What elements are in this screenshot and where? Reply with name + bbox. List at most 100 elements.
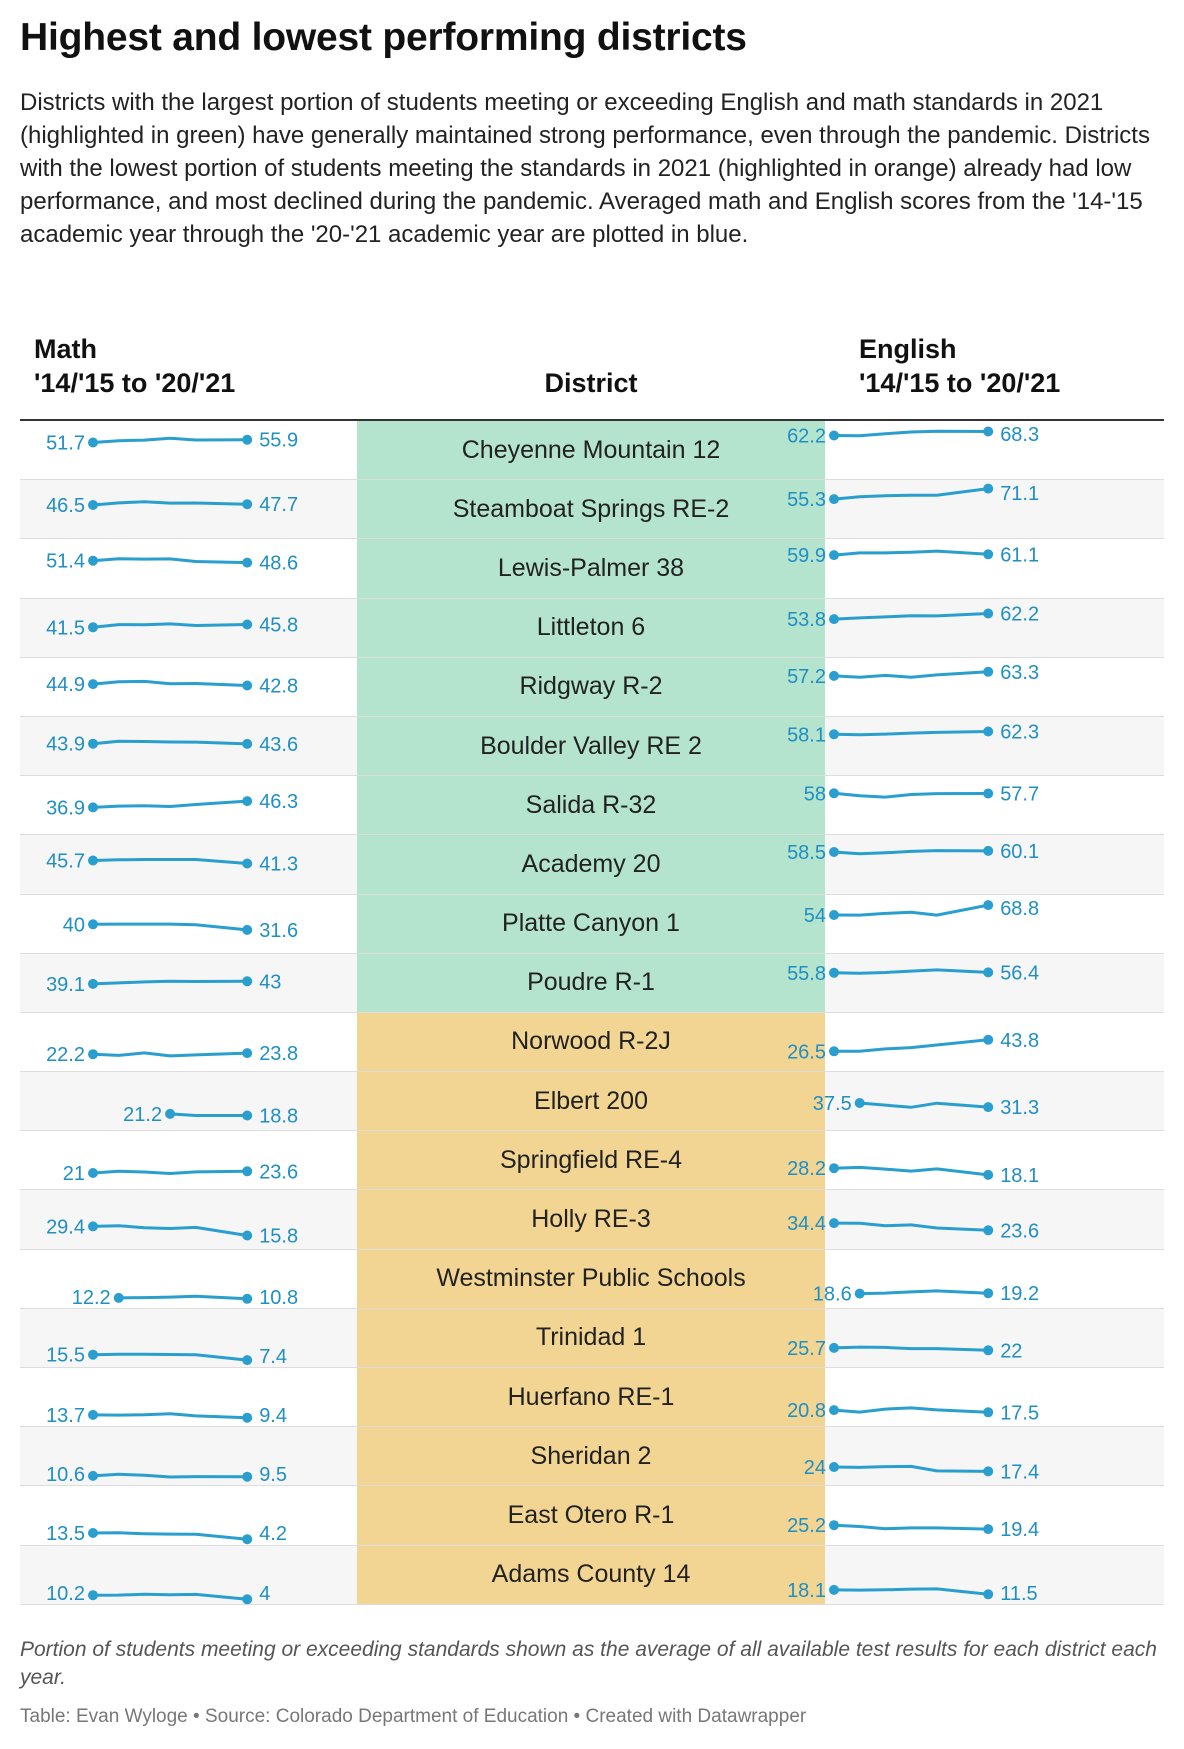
- english-trend-line: [832, 1345, 990, 1352]
- english-end-point: [983, 726, 994, 737]
- math-trend-line: [91, 557, 249, 565]
- english-sparkline: 54 68.8: [804, 898, 1039, 927]
- math-end-label: 4: [259, 1583, 270, 1605]
- math-end-label: 4.2: [259, 1523, 287, 1545]
- english-end-point: [983, 899, 994, 910]
- english-end-label: 43.8: [1000, 1030, 1039, 1052]
- english-end-point: [983, 608, 994, 619]
- english-sparkline: 59.9 61.1: [787, 545, 1039, 568]
- english-end-label: 63.3: [1000, 662, 1039, 684]
- english-start-point: [829, 1218, 839, 1229]
- table-row: 36.9 46.3 Salida R-32 58 57.7: [20, 776, 1164, 836]
- math-sparkline: 22.2 23.8: [46, 1043, 298, 1066]
- math-sparkline: 21 23.6: [63, 1162, 298, 1186]
- english-end-point: [983, 1407, 994, 1418]
- district-name: Academy 20: [357, 835, 825, 894]
- math-end-point: [242, 796, 253, 807]
- math-start-label: 36.9: [46, 798, 85, 820]
- english-sparkline: 37.5 31.3: [813, 1093, 1039, 1119]
- table-row: 22.2 23.8 Norwood R-2J 26.5 43.8: [20, 1012, 1164, 1073]
- english-start-label: 20.8: [787, 1400, 826, 1422]
- english-end-label: 23.6: [1000, 1221, 1039, 1243]
- math-end-point: [242, 858, 253, 869]
- english-trend-line: [858, 1101, 990, 1109]
- math-end-label: 48.6: [259, 553, 298, 575]
- english-end-point: [983, 1102, 994, 1113]
- english-trend-line: [832, 611, 990, 621]
- math-start-label: 43.9: [46, 734, 85, 756]
- chart-description: Districts with the largest portion of st…: [20, 89, 1150, 248]
- math-start-label: 40: [63, 914, 85, 936]
- english-start-point: [829, 1342, 839, 1353]
- math-start-point: [165, 1108, 176, 1119]
- english-start-label: 37.5: [813, 1093, 852, 1115]
- math-end-label: 9.5: [259, 1464, 287, 1486]
- math-trend-line: [91, 979, 249, 986]
- math-end-point: [242, 1593, 253, 1604]
- math-start-label: 10.2: [46, 1583, 85, 1605]
- english-start-label: 24: [804, 1457, 826, 1479]
- english-trend-line: [832, 549, 990, 557]
- table-row: 13.7 9.4 Huerfano RE-1 20.8 17.5: [20, 1368, 1164, 1428]
- english-end-label: 19.4: [1000, 1519, 1039, 1541]
- math-sparkline: 41.5 45.8: [46, 614, 298, 639]
- math-trend-line: [91, 739, 249, 746]
- english-start-point: [829, 1462, 839, 1473]
- math-end-label: 42.8: [259, 675, 298, 697]
- english-end-point: [983, 1588, 994, 1599]
- english-start-point: [829, 847, 839, 858]
- math-sparkline: 10.6 9.5: [46, 1464, 287, 1486]
- math-sparkline: 10.2 4: [46, 1583, 270, 1605]
- math-end-label: 18.8: [259, 1106, 298, 1128]
- math-start-label: 13.5: [46, 1523, 85, 1545]
- math-end-point: [242, 1354, 253, 1365]
- english-start-point: [829, 1405, 839, 1416]
- math-end-point: [242, 557, 253, 568]
- district-name: Salida R-32: [357, 776, 825, 835]
- english-start-point: [829, 967, 839, 978]
- math-start-point: [88, 1528, 98, 1539]
- table-row: 21.2 18.8 Elbert 200 37.5 31.3: [20, 1072, 1164, 1132]
- english-start-point: [829, 1584, 839, 1595]
- math-start-label: 13.7: [46, 1405, 85, 1427]
- math-end-point: [242, 1293, 253, 1304]
- english-sparkline: 24 17.4: [804, 1457, 1039, 1483]
- math-end-label: 46.3: [259, 791, 298, 813]
- math-sparkline: 36.9 46.3: [46, 791, 298, 820]
- math-trend-line: [91, 1412, 249, 1420]
- math-end-point: [242, 1534, 253, 1545]
- english-end-point: [983, 1034, 994, 1045]
- math-sparkline: 13.7 9.4: [46, 1405, 287, 1427]
- math-sparkline: 51.4 48.6: [46, 551, 298, 575]
- english-start-label: 18.6: [813, 1283, 852, 1305]
- table-row: 40 31.6 Platte Canyon 1 54 68.8: [20, 894, 1164, 954]
- math-start-label: 22.2: [46, 1044, 85, 1066]
- english-end-label: 68.3: [1000, 424, 1039, 446]
- english-sparkline: 53.8 62.2: [787, 603, 1039, 631]
- english-start-label: 54: [804, 905, 826, 927]
- english-sparkline: 62.2 68.3: [787, 424, 1039, 448]
- english-start-point: [829, 1520, 839, 1531]
- math-end-label: 47.7: [259, 494, 298, 516]
- table-row: 12.2 10.8 Westminster Public Schools 18.6 19…: [20, 1249, 1164, 1309]
- english-start-label: 59.9: [787, 545, 826, 567]
- table-row: 43.9 43.6 Boulder Valley RE 2 58.1 62.3: [20, 716, 1164, 777]
- english-trend-line: [832, 1465, 990, 1474]
- chart-title: Highest and lowest performing districts: [20, 16, 747, 59]
- table-row: 44.9 42.8 Ridgway R-2 57.2 63.3: [20, 657, 1164, 717]
- english-start-label: 34.4: [787, 1214, 826, 1236]
- district-name: Lewis-Palmer 38: [357, 539, 825, 598]
- english-sparkline: 55.3 71.1: [787, 483, 1039, 511]
- math-end-point: [242, 619, 253, 630]
- english-start-point: [829, 729, 839, 740]
- math-start-point: [88, 1049, 98, 1060]
- math-start-point: [88, 1409, 98, 1420]
- english-end-label: 31.3: [1000, 1097, 1039, 1119]
- english-start-label: 28.2: [787, 1158, 826, 1180]
- district-name: East Otero R-1: [357, 1486, 825, 1545]
- english-start-point: [829, 1163, 839, 1174]
- math-sparkline: 44.9 42.8: [46, 674, 298, 697]
- math-sparkline: 46.5 47.7: [46, 494, 298, 517]
- english-end-label: 71.1: [1000, 483, 1039, 505]
